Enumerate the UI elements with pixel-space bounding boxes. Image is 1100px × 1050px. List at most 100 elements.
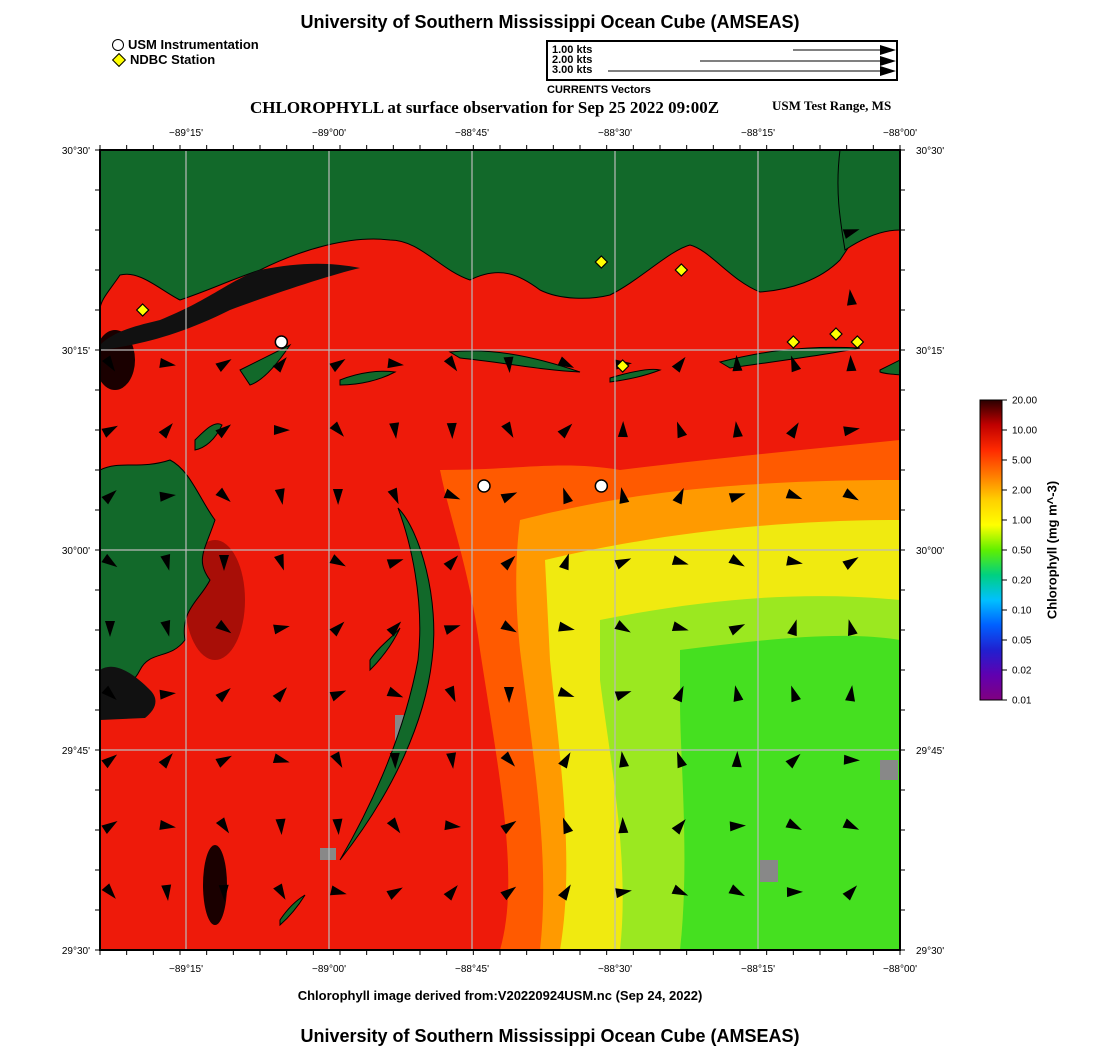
current-vector-arrow (728, 493, 746, 503)
frame-ticks (95, 145, 905, 955)
current-vector-arrow (847, 619, 858, 637)
current-vector-arrow (330, 885, 347, 896)
low-chlorophyll-zone (680, 635, 900, 950)
usm-instrument-icon (112, 38, 124, 51)
ndbc-station-marker[interactable] (829, 327, 843, 341)
lon-tick-label: −88°00' (883, 128, 917, 139)
ndbc-station-marker[interactable] (674, 263, 689, 277)
lon-tick-label: −89°15' (169, 964, 203, 975)
horn-island (448, 350, 581, 373)
vector-key-label-3: 3.00 kts (552, 64, 593, 76)
current-vector-arrow (617, 421, 628, 438)
current-vector-arrow (676, 751, 688, 769)
ndbc-station-marker[interactable] (135, 303, 150, 317)
lon-tick-label: −89°15' (169, 128, 203, 139)
chandeleur-islet (369, 627, 401, 672)
current-vector-arrow (101, 754, 118, 769)
current-vector-arrow (158, 753, 173, 769)
current-vector-arrow (329, 690, 347, 702)
lat-tick-label: 30°00' (916, 546, 944, 557)
currents-vector-key: 1.00 kts 2.00 kts 3.00 kts (546, 40, 898, 81)
legend-label-ndbc: NDBC Station (130, 52, 216, 67)
graticule (100, 150, 900, 950)
chandeleur-islands (339, 507, 435, 861)
station-markers (135, 255, 865, 493)
current-vector-arrow (500, 820, 517, 835)
coastal-dark-band (100, 263, 360, 350)
current-vector-arrow (843, 426, 860, 437)
lon-tick-label: −88°45' (455, 128, 489, 139)
cat-island (239, 343, 292, 386)
lon-tick-label: −88°45' (455, 964, 489, 975)
usm-instrument-marker[interactable] (477, 479, 491, 493)
lat-tick-label: 29°30' (916, 946, 944, 957)
no-data-patch (880, 760, 898, 780)
usm-instrument-marker[interactable] (594, 479, 609, 493)
usm-instrument-marker[interactable] (274, 335, 289, 349)
current-vector-arrow (557, 686, 575, 697)
current-vector-arrow (101, 685, 117, 701)
colorbar-tick-label: 20.00 (1012, 396, 1037, 407)
island (879, 359, 900, 376)
current-vector-arrow (215, 688, 231, 703)
colorbar-label: Chlorophyll (mg m^-3) (1044, 480, 1060, 620)
current-vector-arrow (101, 355, 116, 372)
current-vector-arrow (159, 491, 176, 502)
current-vector-arrow (272, 753, 290, 763)
colorbar-tick-label: 0.10 (1012, 606, 1032, 617)
current-vector-arrow (847, 289, 857, 306)
bottom-axis-labels: −89°15' −89°00' −88°45' −88°30' −88°15' … (169, 964, 917, 975)
current-vector-arrow (159, 820, 176, 830)
current-vector-arrow (732, 355, 743, 372)
current-vector-arrow (215, 619, 232, 634)
colorbar-tick-label: 0.02 (1012, 666, 1032, 677)
current-vector-arrow (845, 685, 856, 702)
current-vector-arrow (104, 620, 115, 637)
current-vector-arrow (443, 488, 461, 500)
colorbar-tick-label: 2.00 (1012, 486, 1032, 497)
current-vector-arrow (500, 555, 516, 571)
current-vector-arrow (443, 355, 458, 372)
current-vector-arrow (389, 422, 400, 439)
current-vector-arrow (842, 229, 860, 239)
current-vector-arrow (500, 492, 518, 504)
current-vector-arrow (274, 553, 284, 571)
current-vector-arrow (790, 355, 802, 373)
current-vector-arrow (274, 488, 285, 505)
current-vector-arrow (101, 821, 118, 835)
petit-bois-island (609, 369, 662, 383)
lon-tick-label: −88°30' (598, 128, 632, 139)
ndbc-station-marker[interactable] (594, 255, 609, 269)
current-vector-arrow (503, 356, 514, 373)
currents-key-title: CURRENTS Vectors (547, 84, 651, 96)
current-vector-arrow (733, 685, 744, 702)
current-vector-arrow (329, 421, 344, 437)
current-vector-arrow (443, 555, 459, 571)
current-vector-arrow (676, 421, 688, 439)
current-vector-arrow (218, 884, 229, 901)
colorbar-tick-label: 0.50 (1012, 546, 1032, 557)
lat-tick-label: 30°30' (916, 146, 944, 157)
current-vector-arrow (386, 817, 401, 834)
current-vector-arrow (329, 554, 346, 567)
current-vector-arrow (161, 884, 172, 901)
ship-island (339, 370, 397, 386)
current-vector-arrow (618, 817, 629, 834)
page-title: University of Southern Mississippi Ocean… (300, 12, 800, 32)
current-vector-arrow (728, 554, 745, 567)
current-vector-arrow (443, 625, 461, 635)
lon-tick-label: −89°00' (312, 964, 346, 975)
current-vector-arrow (443, 885, 458, 901)
marsh-dark-area (100, 666, 156, 720)
ndbc-station-marker[interactable] (615, 359, 630, 373)
ndbc-station-marker[interactable] (786, 335, 801, 349)
lat-tick-label: 30°15' (62, 346, 90, 357)
colorbar-tick-label: 0.20 (1012, 576, 1032, 587)
dark-patch (203, 845, 227, 925)
current-vector-arrow (386, 686, 404, 698)
data-source-note: Chlorophyll image derived from:V20220924… (297, 988, 703, 1003)
colorbar: 20.00 10.00 5.00 2.00 1.00 0.50 0.20 0.10 0.05 0.… (979, 396, 1037, 707)
current-vector-arrow (614, 691, 632, 701)
current-vector-arrow (671, 884, 689, 896)
ndbc-station-marker[interactable] (850, 335, 865, 349)
